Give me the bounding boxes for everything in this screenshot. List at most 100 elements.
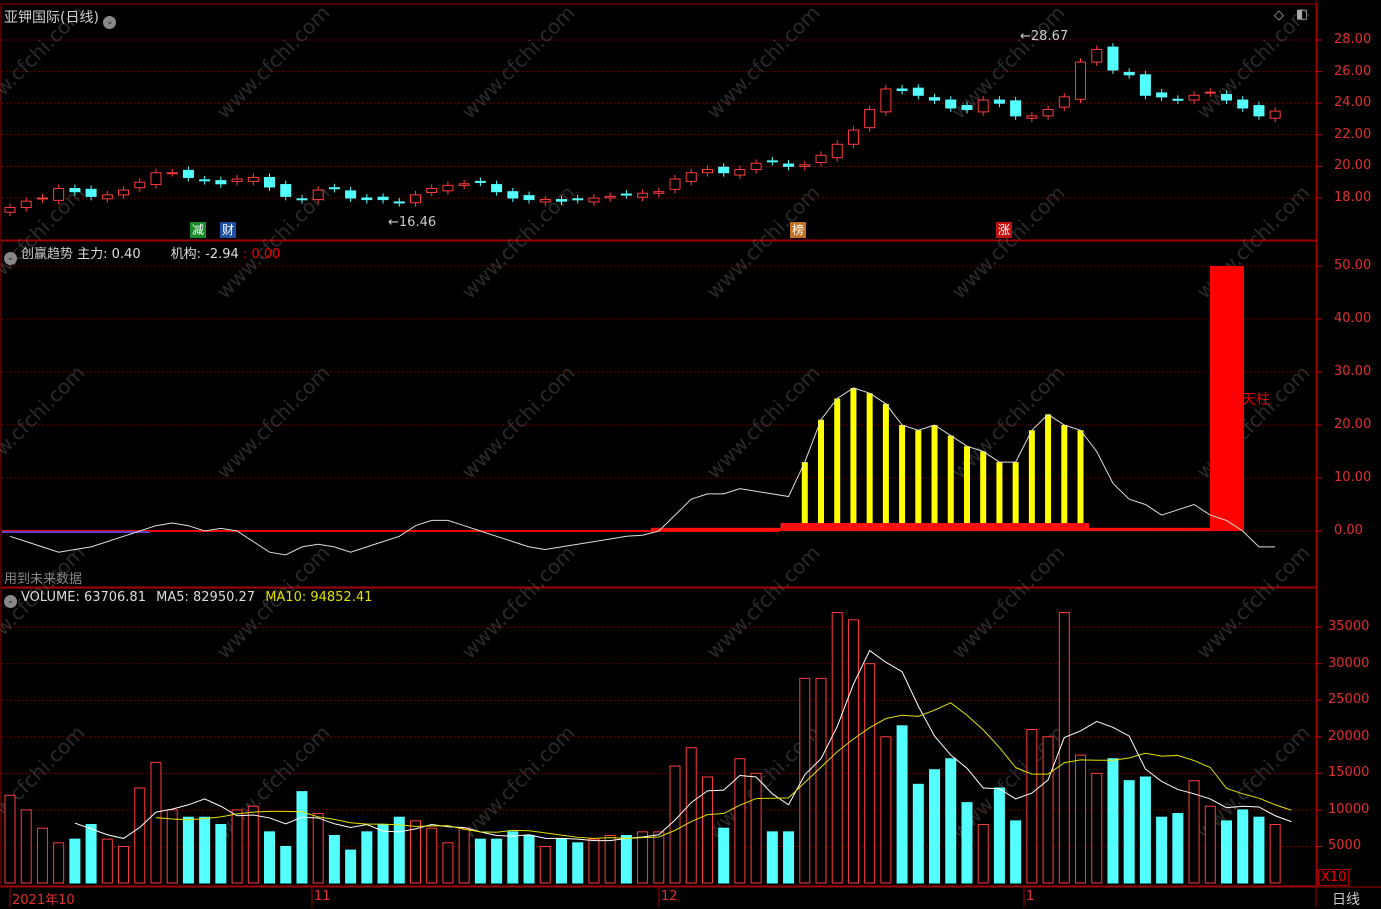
candle xyxy=(393,201,405,204)
signal-marker[interactable]: 减 xyxy=(190,222,207,238)
candle xyxy=(377,196,389,201)
signal-marker[interactable]: 榜 xyxy=(790,222,807,238)
volume-bar xyxy=(766,831,778,884)
volume-bar xyxy=(847,619,859,884)
volume-bar xyxy=(4,794,16,884)
panel-toggle-icon[interactable]: ◧ xyxy=(1296,7,1309,22)
volume-bar xyxy=(182,816,194,884)
volume-bar xyxy=(718,827,730,884)
candle xyxy=(507,191,519,199)
volume-bar xyxy=(215,824,227,884)
volume-tick: 35000 xyxy=(1328,619,1370,635)
candle xyxy=(264,176,276,188)
candle xyxy=(69,188,81,193)
volume-bar xyxy=(53,842,65,884)
candle xyxy=(831,143,843,159)
pillar-bar xyxy=(1210,266,1244,531)
watermark: www.cfchi.com xyxy=(702,1,825,124)
volume-bar xyxy=(783,831,795,884)
candle xyxy=(150,172,162,186)
volume-bar xyxy=(328,834,340,884)
candle xyxy=(199,179,211,182)
low-price-label: ←16.46 xyxy=(388,215,437,230)
candle xyxy=(896,88,908,92)
candle xyxy=(491,184,503,193)
volume-bar xyxy=(1107,758,1119,884)
indicator-bar xyxy=(1028,430,1035,531)
candle xyxy=(1221,94,1232,101)
candle xyxy=(312,189,324,201)
candle xyxy=(750,162,762,171)
indicator-bar xyxy=(1077,430,1084,531)
candle xyxy=(1123,71,1135,76)
ma5-line xyxy=(74,649,1292,842)
volume-bar xyxy=(572,842,584,884)
candle xyxy=(945,99,957,109)
indicator-bar xyxy=(980,451,987,531)
indicator-red-bar xyxy=(1056,523,1073,531)
volume-bar xyxy=(539,845,551,884)
volume-bar xyxy=(961,802,973,884)
candle xyxy=(993,99,1005,104)
watermark: www.cfchi.com xyxy=(947,541,1070,664)
candle xyxy=(20,200,32,208)
indicator-red-bar xyxy=(650,527,668,531)
date-label: 1 xyxy=(1026,889,1035,904)
indicator-red-bar xyxy=(975,523,992,531)
indicator-red-bar xyxy=(1169,527,1187,531)
volume-bar xyxy=(912,783,924,884)
candle xyxy=(572,198,584,201)
volume-bar xyxy=(101,838,113,884)
indicator-bar xyxy=(915,430,922,531)
watermark: www.cfchi.com xyxy=(212,1,335,124)
volume-bar xyxy=(1010,820,1022,884)
indicator-tick: 0.00 xyxy=(1334,523,1363,538)
candle xyxy=(880,88,892,113)
signal-marker[interactable]: 涨 xyxy=(996,222,1013,238)
candle xyxy=(555,199,567,202)
candle xyxy=(458,183,470,186)
indicator-red-bar xyxy=(1104,527,1122,531)
diamond-icon[interactable]: ◇ xyxy=(1274,8,1284,23)
price-tick: 20.00 xyxy=(1334,158,1372,174)
candle xyxy=(1058,96,1070,108)
dropdown-icon[interactable]: ⌄ xyxy=(103,16,117,29)
indicator-red-bar xyxy=(1186,527,1203,531)
period-label[interactable]: 日线 xyxy=(1332,892,1360,908)
price-tick: 22.00 xyxy=(1334,126,1372,142)
candle xyxy=(685,172,697,182)
volume-bar xyxy=(36,827,48,884)
candle xyxy=(474,180,486,183)
candle xyxy=(101,194,113,200)
volume-bar xyxy=(945,758,957,884)
volume-bar xyxy=(555,838,567,884)
indicator-red-bar xyxy=(942,523,960,531)
pillar-label: 天柱 xyxy=(1242,392,1270,408)
volume-tick: 20000 xyxy=(1328,728,1370,744)
dropdown-icon[interactable]: ⌄ xyxy=(4,252,17,265)
candle xyxy=(701,169,713,174)
dropdown-icon[interactable]: ⌄ xyxy=(4,595,17,608)
candle xyxy=(799,164,811,167)
candle xyxy=(1204,91,1216,94)
volume-bar xyxy=(85,824,97,884)
watermark: www.cfchi.com xyxy=(457,541,580,664)
signal-marker[interactable]: 财 xyxy=(220,222,237,238)
candle xyxy=(977,99,989,113)
candle xyxy=(442,184,454,192)
indicator-red-bar xyxy=(958,523,976,531)
volume-tick: 5000 xyxy=(1328,838,1362,854)
volume-bar xyxy=(69,838,81,884)
watermark: www.cfchi.com xyxy=(702,181,825,304)
volume-bar xyxy=(361,831,373,884)
indicator-tick: 30.00 xyxy=(1334,364,1372,379)
watermark: www.cfchi.com xyxy=(947,181,1070,304)
volume-bar xyxy=(296,791,308,884)
volume-bar xyxy=(637,831,649,884)
indicator-red-bar xyxy=(699,527,716,531)
candle xyxy=(783,163,795,167)
price-tick: 28.00 xyxy=(1334,32,1372,47)
candle xyxy=(426,188,438,193)
indicator-bar xyxy=(947,435,954,531)
